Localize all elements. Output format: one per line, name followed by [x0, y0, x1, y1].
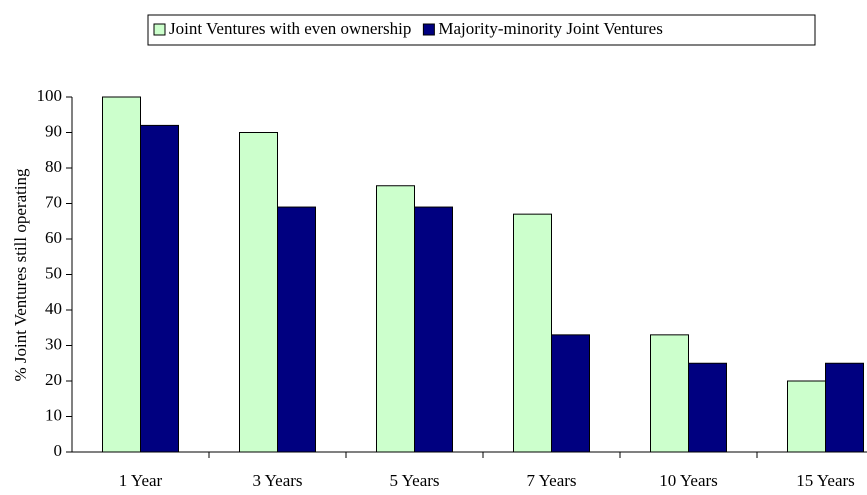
bar	[140, 124, 179, 453]
y-tick-label: 80	[45, 157, 62, 176]
y-tick-label: 50	[45, 263, 62, 282]
x-tick-label: 10 Years	[659, 471, 718, 490]
bar	[650, 334, 689, 453]
y-tick-label: 60	[45, 228, 62, 247]
bar	[414, 206, 453, 453]
legend-label: Joint Ventures with even ownership	[169, 19, 411, 38]
bar	[825, 362, 864, 453]
bar	[102, 96, 141, 453]
bar	[239, 132, 278, 453]
y-tick-label: 40	[45, 299, 62, 318]
x-tick-label: 15 Years	[796, 471, 855, 490]
y-tick-label: 10	[45, 405, 62, 424]
legend-swatch	[422, 23, 435, 36]
y-tick-label: 90	[45, 121, 62, 140]
x-tick-label: 7 Years	[526, 471, 576, 490]
bar	[513, 213, 552, 453]
y-tick-label: 20	[45, 370, 62, 389]
y-axis-label: % Joint Ventures still operating	[11, 168, 30, 382]
legend-label: Majority-minority Joint Ventures	[438, 19, 662, 38]
bar	[688, 362, 727, 453]
y-tick-label: 30	[45, 334, 62, 353]
bar	[277, 206, 316, 453]
x-tick-label: 1 Year	[119, 471, 163, 490]
bar	[787, 380, 826, 453]
bar	[551, 334, 590, 453]
legend-box	[147, 14, 816, 46]
y-tick-label: 70	[45, 192, 62, 211]
y-tick-label: 100	[37, 86, 63, 105]
legend-swatch	[153, 23, 166, 36]
y-tick-label: 0	[54, 441, 63, 460]
bar	[376, 185, 415, 453]
x-tick-label: 5 Years	[389, 471, 439, 490]
x-tick-label: 3 Years	[252, 471, 302, 490]
